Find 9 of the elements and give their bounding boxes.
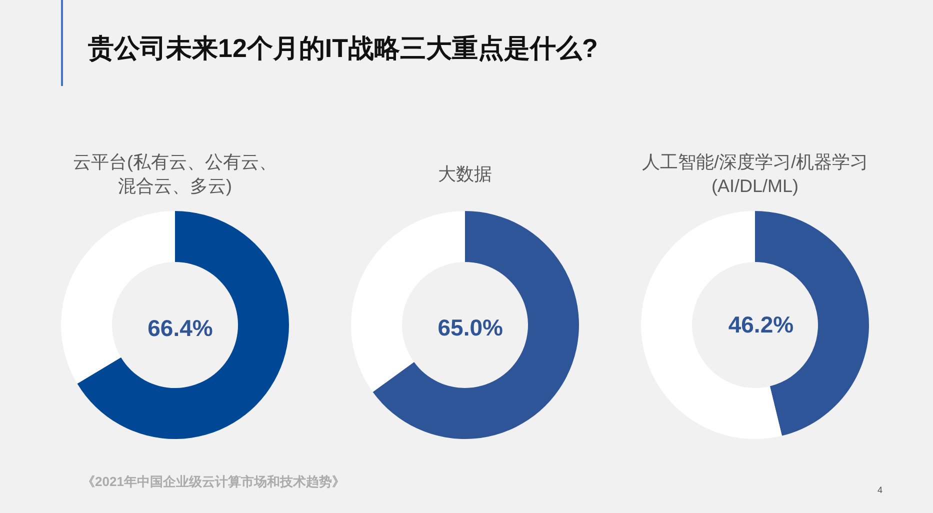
title: 云平台(私有云、公有云、混合云、多云) <box>73 152 277 196</box>
value-label: 65.0% <box>438 314 503 341</box>
value-label: 66.4% <box>148 314 213 341</box>
title: 大数据 <box>438 164 492 184</box>
annotation: 4 <box>878 485 882 495</box>
value-label: 46.2% <box>728 311 794 338</box>
title: 人工智能/深度学习/机器学习(AI/DL/ML) <box>642 152 868 196</box>
title: 贵公司未来12个月的IT战略三大重点是什么? <box>88 33 598 63</box>
annotation: 《2021年中国企业级云计算市场和技术趋势》 <box>82 474 345 488</box>
